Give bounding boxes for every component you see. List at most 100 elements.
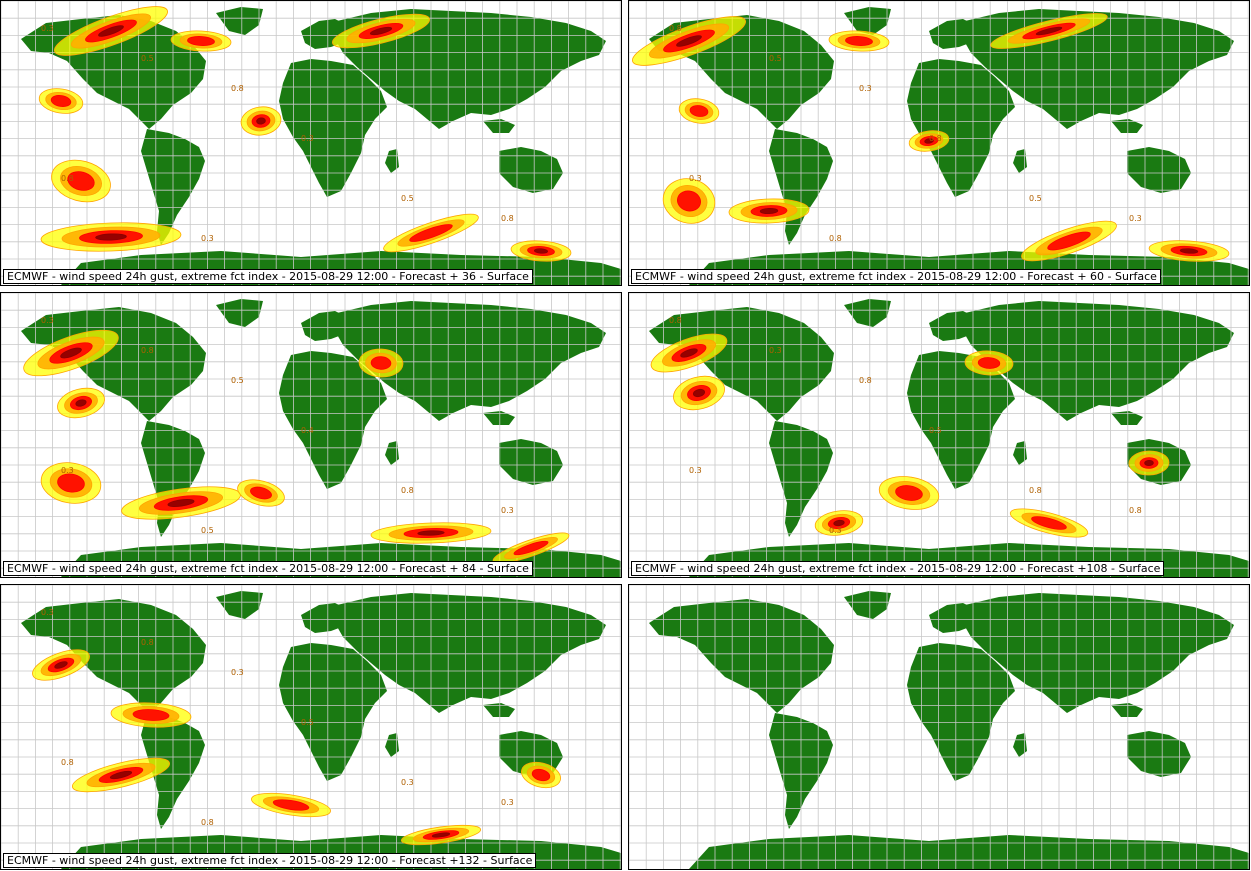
- gust-contour: [676, 35, 702, 47]
- continent-1: [844, 591, 891, 619]
- continent-0: [21, 599, 206, 713]
- continent-4: [279, 351, 387, 489]
- continent-4: [907, 643, 1015, 781]
- contour-label: 0.3: [61, 466, 74, 475]
- contour-label: 0.3: [41, 24, 54, 33]
- gust-contour: [895, 485, 923, 501]
- map-caption: ECMWF - wind speed 24h gust, extreme fct…: [3, 853, 537, 868]
- gust-contour: [132, 709, 170, 721]
- contour-label: 0.8: [61, 758, 74, 767]
- contour-label: 0.3: [41, 316, 54, 325]
- continent-4: [279, 643, 387, 781]
- gust-contour: [75, 399, 87, 407]
- gust-contour: [95, 233, 127, 241]
- continent-8: [385, 149, 399, 173]
- continent-1: [216, 7, 263, 35]
- contour-label: 0.3: [769, 346, 782, 355]
- gust-contour: [187, 36, 215, 46]
- contour-label: 0.5: [201, 526, 214, 535]
- contour-label: 0.3: [859, 84, 872, 93]
- gust-contour: [167, 499, 195, 507]
- continent-7: [483, 703, 515, 717]
- gust-contour: [272, 799, 310, 811]
- contour-label: 0.8: [231, 84, 244, 93]
- contour-label: 0.3: [201, 234, 214, 243]
- contour-label: 0.4: [301, 426, 314, 435]
- continent-1: [216, 591, 263, 619]
- continent-1: [216, 299, 263, 327]
- continent-4: [907, 351, 1015, 489]
- gust-contour: [977, 357, 1001, 369]
- contour-label: 0.3: [401, 778, 414, 787]
- gust-contour: [677, 190, 701, 212]
- continent-5: [335, 301, 606, 421]
- map-caption: ECMWF - wind speed 24h gust, extreme fct…: [3, 269, 533, 284]
- contour-label: 0.8: [929, 134, 942, 143]
- contour-label: 0.3: [689, 174, 702, 183]
- contour-label: 0.5: [401, 194, 414, 203]
- continent-5: [963, 301, 1234, 421]
- gust-contour: [250, 486, 272, 500]
- contour-label: 0.8: [859, 376, 872, 385]
- continent-4: [279, 59, 387, 197]
- gust-contour: [60, 347, 82, 359]
- gust-contour: [513, 540, 549, 556]
- continent-5: [335, 9, 606, 129]
- continent-6: [1127, 147, 1191, 193]
- gust-contour: [531, 768, 551, 782]
- gust-contour: [680, 348, 698, 358]
- gust-contour: [692, 388, 706, 398]
- world-map: 0.3 0.5 0.8 0.3 0.8 0.5 0.3 0.8: [1, 1, 621, 285]
- continent-4: [907, 59, 1015, 197]
- contour-label: 0.3: [1129, 214, 1142, 223]
- continent-7: [483, 119, 515, 133]
- map-caption: ECMWF - wind speed 24h gust, extreme fct…: [3, 561, 533, 576]
- continent-8: [1013, 441, 1027, 465]
- gust-contour: [1144, 459, 1154, 467]
- contour-label: 0.3: [41, 608, 54, 617]
- continent-0: [649, 599, 834, 713]
- continent-8: [385, 441, 399, 465]
- gust-contour: [409, 224, 453, 242]
- gust-contour: [369, 26, 393, 36]
- continent-8: [1013, 149, 1027, 173]
- gust-contour: [54, 661, 68, 669]
- gust-contour: [370, 356, 392, 370]
- contour-label: 0.8: [829, 234, 842, 243]
- contour-label: 0.5: [231, 376, 244, 385]
- gust-contour: [67, 171, 95, 191]
- gust-contour: [833, 519, 845, 527]
- world-map: 0.8 0.3 0.8 0.5 0.3 0.8 0.3 0.8: [629, 293, 1249, 577]
- continent-0: [21, 307, 206, 421]
- gust-contour: [50, 95, 72, 107]
- contour-label: 0.8: [669, 316, 682, 325]
- contour-label: 0.3: [231, 668, 244, 677]
- map-panel-forecast-84: 0.3 0.8 0.5 0.4 0.3 0.8 0.5 0.3 ECMWF - wind sp…: [0, 292, 622, 578]
- contour-label: 0.5: [929, 426, 942, 435]
- continent-9: [689, 835, 1249, 869]
- contour-label: 0.3: [829, 526, 842, 535]
- continent-5: [335, 593, 606, 713]
- gust-contour: [689, 105, 709, 117]
- contour-label: 0.8: [669, 24, 682, 33]
- gust-contour: [534, 248, 548, 254]
- contour-label: 0.5: [141, 54, 154, 63]
- contour-label: 0.5: [301, 718, 314, 727]
- continent-8: [1013, 733, 1027, 757]
- map-panel-empty: [628, 584, 1250, 870]
- map-panel-forecast-36: 0.3 0.5 0.8 0.3 0.8 0.5 0.3 0.8 ECMWF - wind sp…: [0, 0, 622, 286]
- contour-label: 0.3: [501, 506, 514, 515]
- contour-label: 0.8: [1029, 486, 1042, 495]
- contour-label: 0.3: [689, 466, 702, 475]
- gust-contour: [98, 25, 124, 37]
- contour-label: 0.8: [501, 214, 514, 223]
- continent-7: [483, 411, 515, 425]
- continent-1: [844, 299, 891, 327]
- contour-label: 0.8: [401, 486, 414, 495]
- continent-7: [1111, 703, 1143, 717]
- contour-label: 0.8: [141, 638, 154, 647]
- world-map: 0.8 0.5 0.3 0.8 0.3 0.5 0.8 0.3: [629, 1, 1249, 285]
- gust-contour: [845, 36, 873, 46]
- continent-0: [649, 307, 834, 421]
- gust-contour: [109, 770, 133, 780]
